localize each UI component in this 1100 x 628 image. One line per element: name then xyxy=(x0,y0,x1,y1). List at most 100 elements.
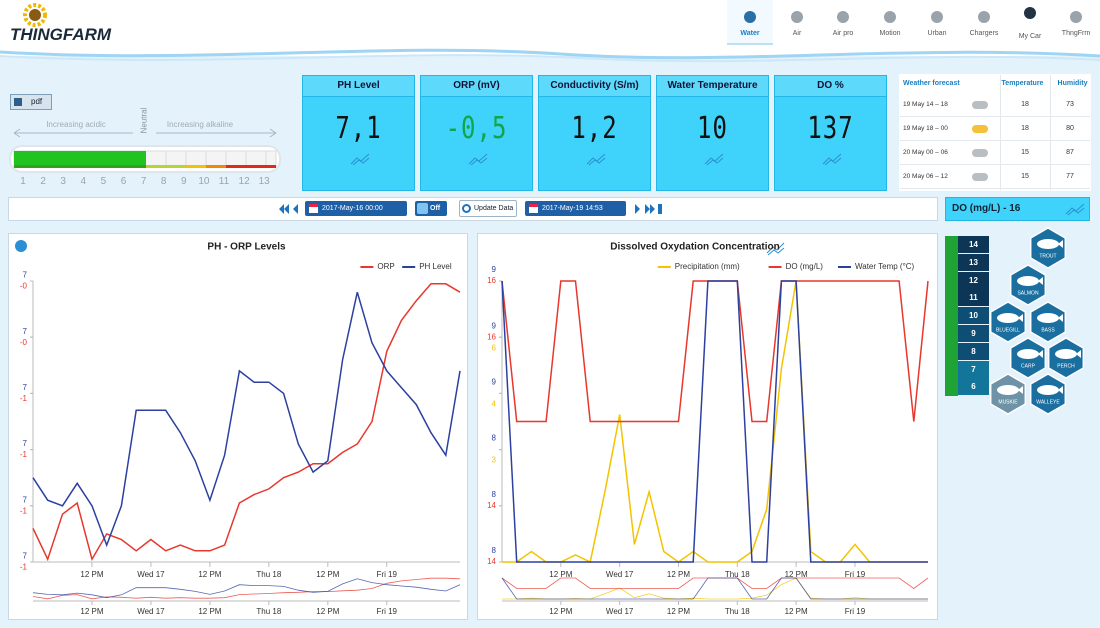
metric-title: PH Level xyxy=(303,76,414,97)
series-line xyxy=(32,291,461,548)
fish-tail xyxy=(1018,314,1023,322)
fish-icon xyxy=(997,385,1019,395)
y-tick-label: 7 xyxy=(23,383,28,392)
y-tick-label: 14 xyxy=(487,501,496,510)
chart-title: Dissolved Oxydation Concentration xyxy=(610,242,779,253)
first-button[interactable] xyxy=(279,204,289,214)
y-tick-label: 7 xyxy=(23,552,28,561)
ph-number: 1 xyxy=(20,176,26,187)
weather-humidity: 77 xyxy=(1066,173,1074,180)
ph-number: 9 xyxy=(181,176,187,187)
metric-title: Water Temperature xyxy=(657,76,768,97)
ph-number: 4 xyxy=(80,176,87,187)
chart-title: PH - ORP Levels xyxy=(207,242,286,253)
toggle-label: Off xyxy=(430,205,441,212)
header-wave xyxy=(0,36,1100,63)
nav-label: Air pro xyxy=(832,30,854,37)
legend-label: Water Temp (°C) xyxy=(855,262,915,271)
weather-date: 20 May 00 – 06 xyxy=(903,149,948,156)
weather-humidity: 80 xyxy=(1066,125,1074,132)
nav-label: Air xyxy=(792,30,802,37)
fish-name: BLUEGILL xyxy=(996,327,1020,333)
weather-humidity: 73 xyxy=(1066,101,1074,108)
last-bar[interactable] xyxy=(658,204,662,214)
arrow-head xyxy=(269,128,277,138)
ph-number: 13 xyxy=(258,176,270,187)
trend-lines xyxy=(822,153,842,166)
wave-line xyxy=(0,48,1100,60)
strip-yellow xyxy=(186,165,206,168)
alkaline-label: Increasing alkaline xyxy=(166,120,234,129)
ph-number: 8 xyxy=(160,176,167,187)
fish-tail xyxy=(1018,386,1023,394)
trend-lines xyxy=(350,153,370,166)
trend-icon xyxy=(468,153,488,166)
strip-orange xyxy=(206,165,226,168)
neutral-label: Neutral xyxy=(139,107,149,134)
nav-label: My Car xyxy=(1018,33,1042,40)
metric-value: 10 xyxy=(697,110,728,146)
x-tick-label: Wed 17 xyxy=(606,570,634,579)
trend-lines xyxy=(468,153,488,166)
strip-red xyxy=(226,165,276,168)
sun-core xyxy=(29,9,41,21)
fish-icon xyxy=(1017,349,1039,359)
fish-icon xyxy=(1037,239,1059,249)
navigator-tick-label: Thu 18 xyxy=(725,607,750,616)
next-button[interactable] xyxy=(635,204,640,214)
fish-level: 12 xyxy=(958,271,989,289)
y-tick-label: -1 xyxy=(20,450,28,459)
x-tick-label: 12 PM xyxy=(198,570,221,579)
fish-level: 13 xyxy=(958,253,989,271)
navigator-line xyxy=(502,577,928,600)
x-tick-label: 12 PM xyxy=(549,570,572,579)
nav-icon xyxy=(744,11,756,23)
navigator-tick-label: Fri 19 xyxy=(377,607,398,616)
y-tick-label: 7 xyxy=(23,271,28,280)
y-tick-label: 9 xyxy=(492,321,497,330)
weather-date: 20 May 06 – 12 xyxy=(903,173,948,180)
nav-icon xyxy=(978,11,990,23)
weather-humidity: 87 xyxy=(1066,149,1074,156)
x-tick-label: Wed 17 xyxy=(137,570,165,579)
trend-icon xyxy=(704,153,724,166)
last-button[interactable] xyxy=(645,204,655,214)
prev-button[interactable] xyxy=(293,204,298,214)
y-tick-label: 3 xyxy=(492,456,497,465)
fish-level: 14 xyxy=(958,236,989,253)
nav-label: Motion xyxy=(879,30,901,37)
x-tick-label: 12 PM xyxy=(667,570,690,579)
to-date[interactable]: 2017-May-19 14:53 xyxy=(525,201,626,216)
weather-temp: 18 xyxy=(1021,101,1029,108)
navigator-tick-label: 12 PM xyxy=(316,607,339,616)
fish-icon xyxy=(1017,276,1039,286)
weather-icon xyxy=(972,149,988,157)
chart-panel xyxy=(8,233,468,620)
y-tick-label: 9 xyxy=(492,378,497,387)
fish-name: WALLEYE xyxy=(1036,399,1060,405)
weather-row-line xyxy=(900,116,1090,117)
calendar-icon xyxy=(529,204,538,213)
fish-name: MUSKIE xyxy=(998,399,1018,405)
fish-name: PERCH xyxy=(1057,363,1075,369)
nav-icon xyxy=(837,11,849,23)
fish-icon xyxy=(1037,313,1059,323)
navigator-line xyxy=(501,577,929,589)
navigator-tick-label: 12 PM xyxy=(80,607,103,616)
navigator-tick-label: 12 PM xyxy=(198,607,221,616)
fish-icon xyxy=(1055,349,1077,359)
trend-icon xyxy=(1065,203,1085,216)
update-button[interactable]: Update Data xyxy=(459,200,517,217)
navigator-tick-label: Fri 19 xyxy=(845,607,866,616)
navigator-tick-label: Wed 17 xyxy=(606,607,634,616)
y-tick-label: 6 xyxy=(492,343,497,352)
wave-line xyxy=(0,54,1100,63)
y-tick-label: 7 xyxy=(23,327,28,336)
from-date[interactable]: 2017-May-16 00:00 xyxy=(305,201,407,216)
chart-icon xyxy=(766,242,785,256)
weather-header: Weather forecast xyxy=(903,80,960,87)
metric-value: 7,1 xyxy=(335,110,382,146)
y-tick-label: -1 xyxy=(20,506,28,515)
fish-hexagons: TROUT SALMON BLUEGILL BASS CARP PERCH MUSKIE WA… xyxy=(989,227,1085,415)
fish-tail xyxy=(1038,277,1043,285)
